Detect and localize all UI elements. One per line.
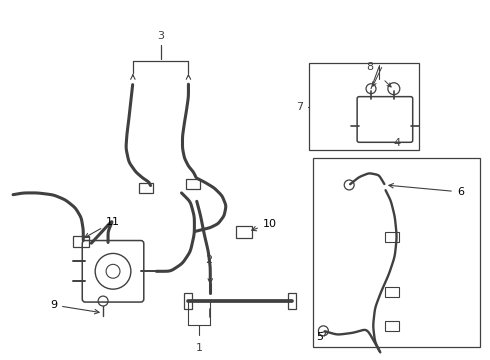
Text: 4: 4 (393, 138, 400, 148)
Text: 10: 10 (252, 219, 277, 231)
Text: 6: 6 (389, 184, 464, 197)
Text: 1: 1 (196, 343, 203, 353)
Text: 11: 11 (85, 217, 120, 238)
Text: 7: 7 (296, 102, 303, 112)
Bar (385, 321, 399, 331)
Bar (236, 226, 252, 238)
Bar (314, 158, 480, 347)
Bar (385, 231, 399, 242)
Bar (74, 235, 89, 247)
Bar (385, 287, 399, 297)
Bar (184, 293, 193, 309)
Bar (187, 179, 200, 189)
Bar (139, 183, 153, 193)
Text: 9: 9 (50, 300, 99, 314)
Text: 3: 3 (157, 31, 164, 41)
Text: 2: 2 (205, 255, 212, 265)
Text: 5: 5 (316, 332, 326, 342)
Text: 8: 8 (366, 62, 373, 72)
Bar (288, 293, 295, 309)
Bar (310, 63, 418, 150)
